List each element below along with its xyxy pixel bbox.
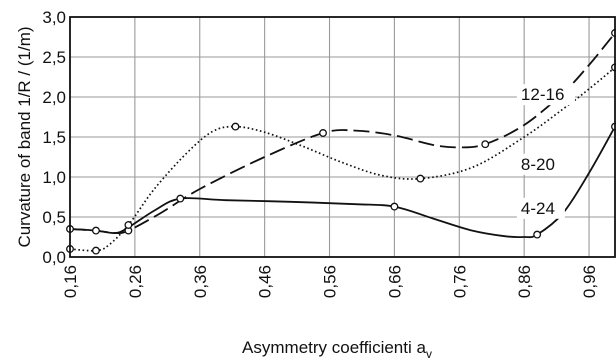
data-markers	[66, 29, 616, 255]
y-tick-label: 0,0	[42, 248, 66, 267]
x-axis-title-main: Asymmetry coefficienti a	[242, 338, 426, 357]
y-tick-labels: 0,0 0,5 1,0 1,5 2,0 2,5 3,0	[42, 8, 66, 267]
data-point-12-16	[319, 129, 327, 137]
series-label-bg	[516, 197, 565, 219]
y-tick-label: 1,0	[42, 168, 66, 187]
data-point-8-20	[231, 122, 240, 131]
data-point-4-24	[390, 202, 399, 211]
series-labels: 12-16 8-20 4-24	[516, 84, 575, 219]
x-tick-label: 0,66	[385, 265, 404, 298]
data-point-8-20	[416, 174, 425, 183]
data-point-8-20	[92, 246, 100, 255]
series-label-12-16: 12-16	[521, 85, 564, 104]
data-point-12-16	[481, 140, 490, 149]
x-tick-label: 0,36	[191, 265, 210, 298]
y-tick-label: 3,0	[42, 8, 66, 27]
series-label-bg	[516, 84, 575, 106]
x-axis-title-subscript: v	[426, 347, 432, 361]
x-tick-label: 0,86	[515, 265, 534, 298]
y-tick-label: 2,0	[42, 88, 66, 107]
data-point-4-24	[176, 194, 185, 203]
series-line-8-20	[69, 66, 616, 252]
x-tick-labels: 0,16 0,26 0,36 0,46 0,56 0,66 0,76 0,86 0,96	[61, 265, 599, 298]
series-label-8-20: 8-20	[521, 155, 555, 174]
grid	[69, 17, 615, 257]
x-axis-title: Asymmetry coefficienti av	[242, 338, 432, 361]
x-tick-label: 0,26	[126, 265, 145, 298]
series-label-4-24: 4-24	[521, 199, 555, 218]
plot-frame	[69, 16, 616, 258]
x-tick-label: 0,16	[61, 265, 80, 298]
series-line-4-24	[69, 126, 616, 239]
x-tick-label: 0,76	[450, 265, 469, 298]
series-line-12-16	[69, 32, 616, 235]
data-point-4-24	[92, 226, 100, 235]
x-tick-label: 0,56	[321, 265, 340, 298]
x-tick-label: 0,46	[256, 265, 275, 298]
series-label-bg	[516, 153, 565, 175]
data-point-4-24	[533, 230, 542, 239]
y-tick-label: 2,5	[42, 48, 66, 67]
y-tick-label: 0,5	[42, 208, 66, 227]
y-tick-label: 1,5	[42, 128, 66, 147]
data-point-8-20	[124, 221, 133, 229]
x-tick-label: 0,96	[580, 265, 599, 298]
y-axis-title: Curvature of band 1/R / (1/m)	[15, 26, 34, 247]
